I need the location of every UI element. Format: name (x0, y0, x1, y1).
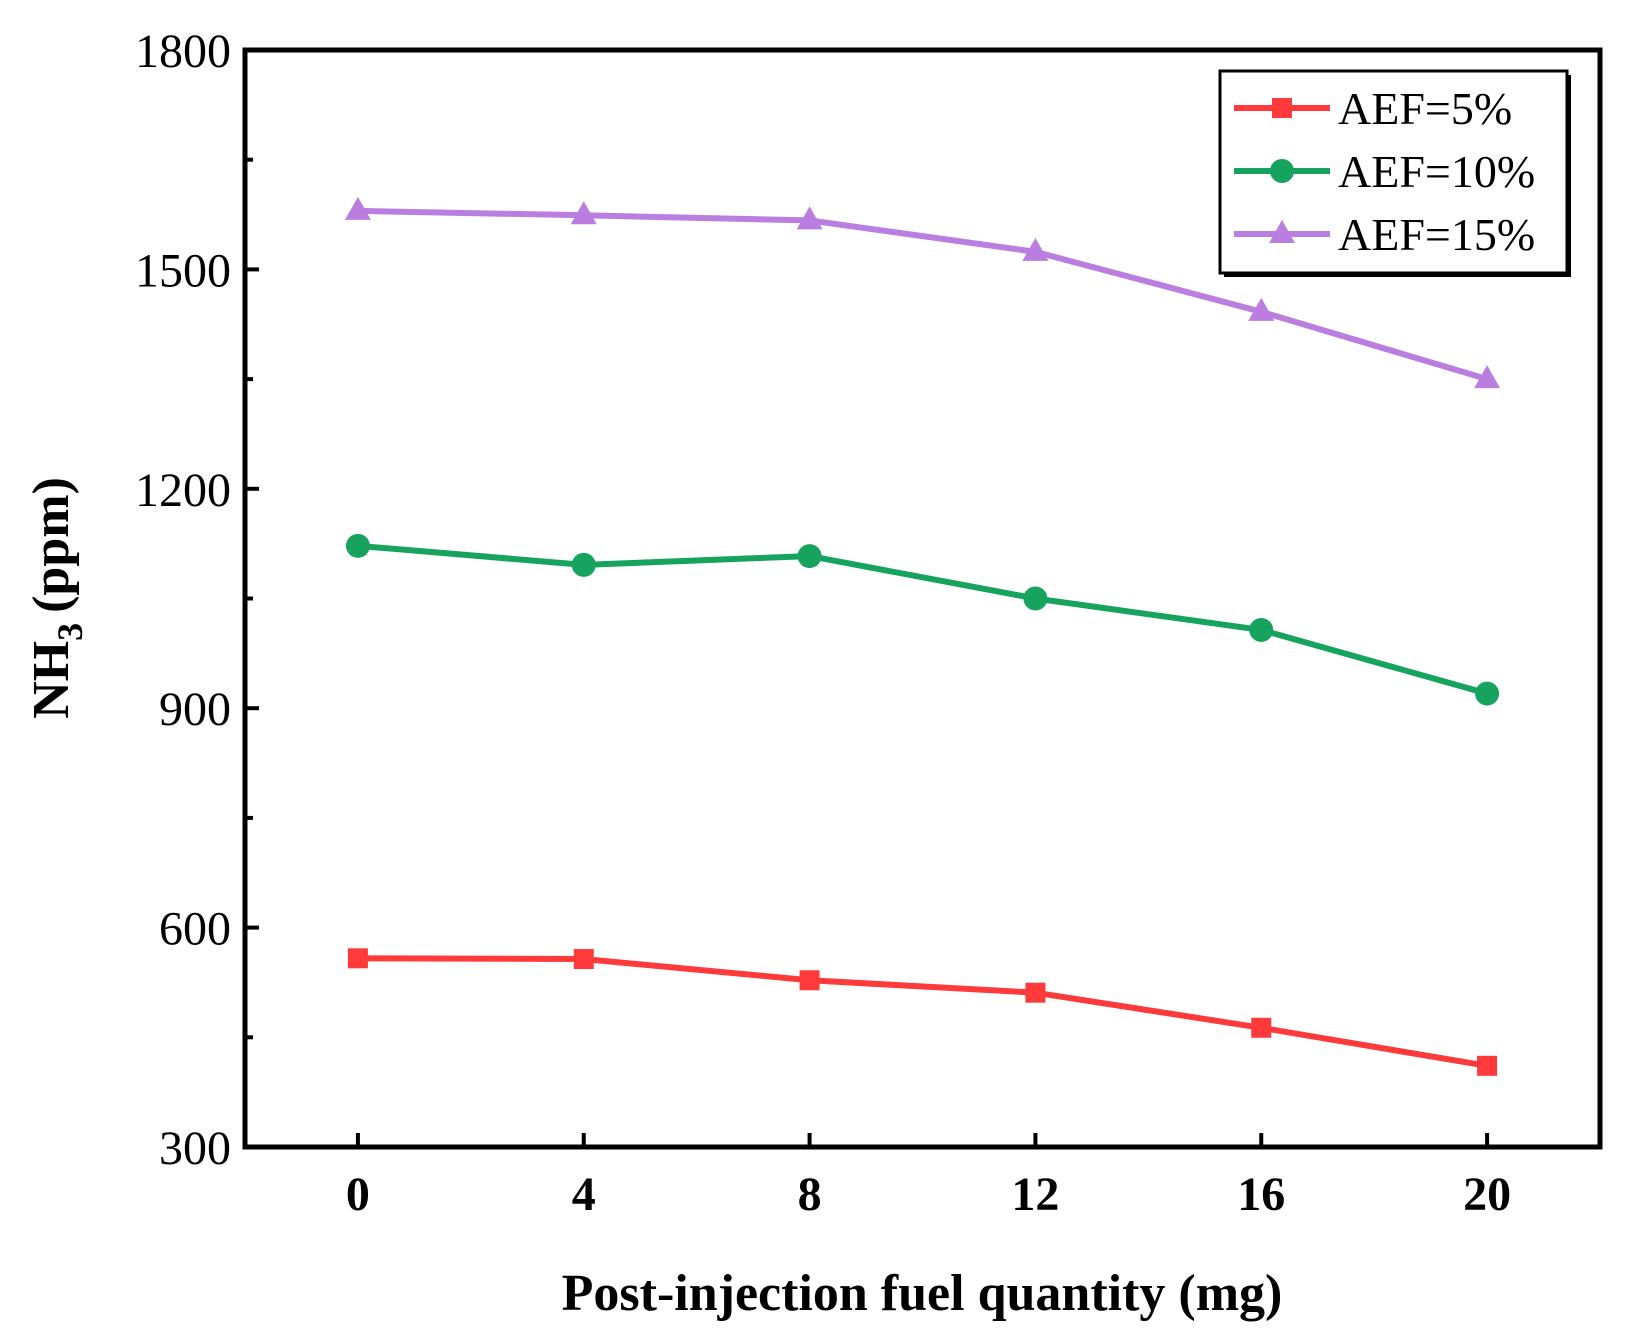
y-tick-label: 600 (159, 903, 231, 956)
x-axis-title: Post-injection fuel quantity (mg) (562, 1265, 1283, 1322)
y-tick-label: 1800 (135, 25, 231, 78)
data-point (1248, 297, 1275, 321)
y-axis-ticks: 300 600 900 1200 1500 1800 (135, 25, 259, 1175)
x-tick-label: 4 (572, 1168, 596, 1221)
data-point (573, 949, 594, 970)
data-point (571, 552, 596, 577)
legend-entry: AEF=10% (1234, 146, 1535, 197)
x-axis-ticks: 0 4 8 12 16 20 (346, 1133, 1511, 1221)
data-point (347, 948, 368, 969)
x-tick-label: 12 (1011, 1168, 1059, 1221)
series-layer (344, 196, 1501, 1076)
data-point (1249, 617, 1274, 642)
data-point (1474, 365, 1501, 389)
x-tick-label: 0 (346, 1168, 370, 1221)
legend-swatch-marker (1270, 159, 1294, 183)
data-point (1023, 586, 1048, 611)
data-point (797, 544, 822, 569)
x-tick-label: 8 (798, 1168, 822, 1221)
data-point (799, 970, 820, 991)
y-tick-label: 900 (159, 683, 231, 736)
series-1 (347, 948, 1498, 1076)
y-tick-label: 1200 (135, 464, 231, 517)
data-point (345, 533, 370, 558)
legend-label: AEF=15% (1338, 209, 1535, 260)
data-point (1475, 681, 1500, 706)
legend-entry: AEF=15% (1234, 209, 1535, 260)
data-point (344, 196, 371, 220)
x-tick-label: 16 (1237, 1168, 1285, 1221)
legend: AEF=5% AEF=10% AEF=15% (1218, 69, 1571, 277)
data-point (1477, 1055, 1498, 1076)
y-axis-title: NH3 (ppm) (23, 477, 90, 719)
data-point (1022, 237, 1049, 261)
data-point (570, 201, 597, 225)
x-tick-label: 20 (1463, 1168, 1511, 1221)
legend-label: AEF=10% (1338, 146, 1535, 197)
data-point (796, 206, 823, 230)
series-2 (345, 533, 1500, 706)
series-line (357, 542, 1488, 697)
legend-items: AEF=5% AEF=10% AEF=15% (1234, 83, 1535, 260)
data-point (1025, 982, 1046, 1003)
legend-entry: AEF=5% (1234, 83, 1512, 134)
series-3 (344, 196, 1501, 389)
y-axis-title-unit: (ppm) (23, 477, 80, 613)
y-axis-title-subscript: 3 (50, 623, 90, 641)
y-axis-title-main: NH (23, 641, 80, 719)
series-line (357, 207, 1488, 382)
legend-swatch-marker (1269, 220, 1295, 243)
series-line (357, 955, 1488, 1069)
legend-swatch-marker (1272, 98, 1292, 118)
data-point (1251, 1017, 1272, 1038)
y-tick-label: 300 (159, 1122, 231, 1175)
y-tick-label: 1500 (135, 244, 231, 297)
legend-label: AEF=5% (1338, 83, 1512, 134)
